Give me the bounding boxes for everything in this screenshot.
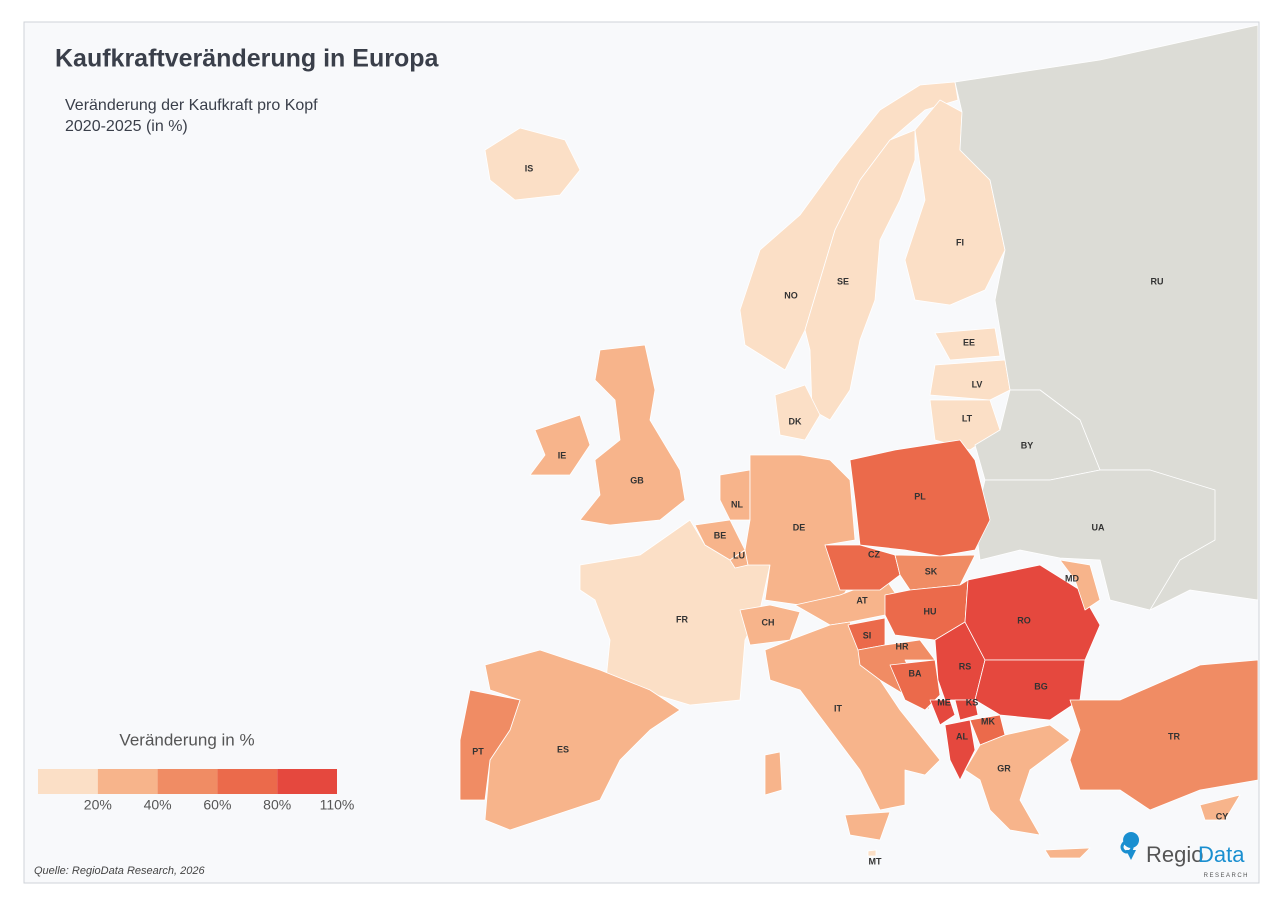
country-code: AT: [856, 595, 868, 605]
country-code: FI: [956, 237, 964, 247]
country-code: MT: [869, 856, 882, 866]
country-code: RO: [1017, 615, 1031, 625]
country-shape: [944, 719, 976, 781]
country-shape: [849, 439, 991, 557]
legend-tick-label: 60%: [203, 797, 231, 813]
country-code: SE: [837, 276, 849, 286]
country-shape: [974, 469, 1216, 611]
country-code: IT: [834, 703, 843, 713]
country-shape: [804, 129, 916, 421]
country-code: KS: [966, 697, 979, 707]
country-code: IS: [525, 163, 534, 173]
country-shape: [719, 469, 751, 521]
country-code: SK: [925, 566, 938, 576]
country-shape: [867, 849, 877, 857]
country-code: NL: [731, 499, 743, 509]
country-shape: [929, 699, 956, 726]
logo-icon-ring: [1120, 840, 1134, 854]
country-shape: [904, 99, 1006, 306]
country-code: AL: [956, 731, 968, 741]
country-code: LT: [962, 413, 973, 423]
country-layer: [459, 24, 1259, 859]
country-shape: [929, 359, 1011, 401]
country-code: HU: [924, 606, 937, 616]
country-code: BE: [714, 530, 727, 540]
country-shape: [459, 689, 521, 801]
country-code: ME: [937, 697, 951, 707]
country-shape: [1069, 659, 1259, 811]
country-shape: [764, 751, 783, 796]
country-shape: [739, 604, 801, 646]
legend-tick-label: 80%: [263, 797, 291, 813]
country-shape: [529, 414, 591, 476]
country-code: PT: [472, 746, 484, 756]
legend-swatch: [157, 769, 218, 794]
country-code: LU: [733, 550, 745, 560]
source: Quelle: RegioData Research, 2026: [34, 865, 205, 877]
country-code: TR: [1168, 731, 1180, 741]
country-code: RS: [959, 661, 972, 671]
country-shape: [579, 344, 686, 526]
country-code: ES: [557, 744, 569, 754]
country-shape: [484, 127, 581, 201]
legend-tick-label: 20%: [84, 797, 112, 813]
legend-swatch: [97, 769, 158, 794]
country-shape: [964, 724, 1071, 836]
country-code: FR: [676, 614, 688, 624]
title: Kaufkraftveränderung in Europa: [55, 45, 439, 73]
country-code: MD: [1065, 573, 1079, 583]
label-layer: IS NO SE FI EE LV LT DK RU BY UA IE GB FR BE NL LU DE CH AT…: [472, 163, 1228, 866]
country-shape: [954, 699, 979, 721]
country-code: DK: [789, 416, 802, 426]
country-code: BA: [909, 668, 922, 678]
subtitle: 2020-2025 (in %): [65, 118, 188, 135]
country-code: NO: [784, 290, 798, 300]
country-shape: [774, 384, 821, 441]
legend-swatch: [38, 769, 98, 794]
country-code: HR: [896, 641, 909, 651]
legend-tick-label: 40%: [144, 797, 172, 813]
logo-text: Data: [1198, 842, 1245, 867]
country-code: SI: [863, 630, 872, 640]
country-code: PL: [914, 491, 926, 501]
country-code: LV: [972, 379, 983, 389]
country-code: GR: [997, 763, 1011, 773]
country-shape: [1199, 794, 1241, 821]
country-code: GB: [630, 475, 644, 485]
legend-swatch: [217, 769, 278, 794]
country-code: CZ: [868, 549, 880, 559]
country-code: CH: [762, 617, 775, 627]
logo-tagline: RESEARCH: [1204, 873, 1249, 879]
country-code: BY: [1021, 440, 1034, 450]
logo: Regio Data RESEARCH: [1120, 832, 1249, 879]
country-code: BG: [1034, 681, 1048, 691]
country-shape: [1059, 559, 1101, 611]
subtitle: Veränderung der Kaufkraft pro Kopf: [65, 97, 318, 114]
country-shape: [844, 811, 891, 841]
country-code: RU: [1151, 276, 1164, 286]
legend-swatch: [277, 769, 337, 794]
country-code: MK: [981, 716, 995, 726]
country-code: IE: [558, 450, 567, 460]
country-code: UA: [1092, 522, 1105, 532]
legend-tick-label: 110%: [320, 797, 355, 813]
country-shape: [739, 81, 959, 371]
country-shape: [579, 519, 771, 706]
legend: 20% 40% 60% 80% 110%: [38, 769, 354, 813]
legend-title: Veränderung in %: [119, 730, 254, 749]
country-code: EE: [963, 337, 975, 347]
country-code: CY: [1216, 811, 1229, 821]
country-shape: [934, 327, 1001, 361]
country-shape: [1044, 847, 1091, 859]
logo-text: Regio: [1146, 842, 1203, 867]
country-code: DE: [793, 522, 806, 532]
